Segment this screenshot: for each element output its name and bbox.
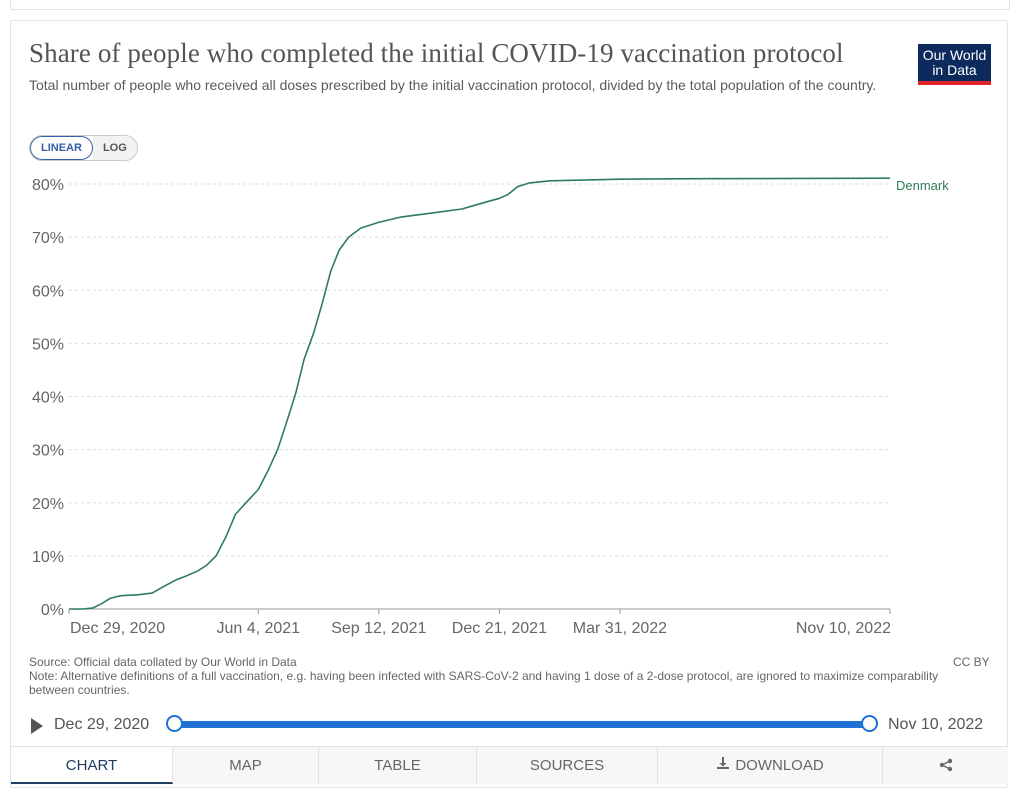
- play-icon[interactable]: [31, 718, 43, 734]
- timeline-end-handle[interactable]: [860, 715, 878, 732]
- scale-toggle: LINEAR LOG: [29, 135, 138, 161]
- chart-card: [10, 20, 1008, 788]
- owid-logo[interactable]: Our World in Data: [918, 44, 991, 85]
- download-label: DOWNLOAD: [735, 757, 824, 774]
- chart-subtitle: Total number of people who received all …: [29, 77, 877, 93]
- x-tick-label: Sep 12, 2021: [331, 620, 426, 637]
- x-tick-label: Mar 31, 2022: [573, 620, 667, 637]
- y-tick-label: 60%: [32, 283, 64, 300]
- logo-line-2: in Data: [932, 62, 977, 78]
- x-tick-label: Jun 4, 2021: [216, 620, 300, 637]
- y-tick-label: 30%: [32, 443, 64, 460]
- timeline-start-handle[interactable]: [165, 715, 183, 732]
- note-text: Note: Alternative definitions of a full …: [29, 669, 939, 697]
- y-tick-label: 50%: [32, 336, 64, 353]
- timeline: Dec 29, 2020 Nov 10, 2022: [29, 712, 991, 740]
- linear-scale-button[interactable]: LINEAR: [30, 136, 93, 160]
- timeline-start-label: Dec 29, 2020: [54, 716, 150, 733]
- x-tick-label: Dec 21, 2021: [452, 620, 547, 637]
- y-tick-label: 80%: [32, 177, 64, 194]
- tab-sources[interactable]: SOURCES: [477, 747, 658, 784]
- y-tick-label: 0%: [41, 602, 64, 619]
- chart-tabs: CHART MAP TABLE SOURCES DOWNLOAD: [11, 746, 1008, 784]
- share-icon: [939, 757, 953, 774]
- timeline-end-label: Nov 10, 2022: [888, 716, 984, 733]
- download-icon: [716, 747, 730, 785]
- timeline-track[interactable]: [174, 721, 869, 728]
- series-line-denmark: [69, 177, 891, 610]
- tab-share[interactable]: [883, 747, 1008, 784]
- y-tick-label: 20%: [32, 496, 64, 513]
- tab-download[interactable]: DOWNLOAD: [658, 747, 883, 784]
- log-scale-button[interactable]: LOG: [92, 136, 137, 160]
- chart-title: Share of people who completed the initia…: [29, 38, 844, 68]
- tab-map[interactable]: MAP: [173, 747, 319, 784]
- y-tick-label: 70%: [32, 230, 64, 247]
- chart-sources: Source: Official data collated by Our Wo…: [29, 655, 959, 697]
- license-link[interactable]: CC BY: [953, 655, 990, 669]
- line-chart: 0% 10% 20% 30% 40% 50% 60% 70% 80% Dec 29, 2020 Ju…: [32, 177, 949, 637]
- logo-line-1: Our World: [922, 47, 987, 63]
- source-text: Source: Official data collated by Our Wo…: [29, 655, 297, 669]
- x-tick-label: Nov 10, 2022: [796, 620, 891, 637]
- top-strip: [10, 0, 1010, 10]
- y-tick-label: 40%: [32, 390, 64, 407]
- series-label-denmark: Denmark: [896, 178, 949, 193]
- tab-chart[interactable]: CHART: [11, 747, 173, 784]
- logo-bar: [918, 81, 991, 85]
- y-tick-label: 10%: [32, 549, 64, 566]
- x-tick-label: Dec 29, 2020: [70, 620, 165, 637]
- tab-table[interactable]: TABLE: [319, 747, 477, 784]
